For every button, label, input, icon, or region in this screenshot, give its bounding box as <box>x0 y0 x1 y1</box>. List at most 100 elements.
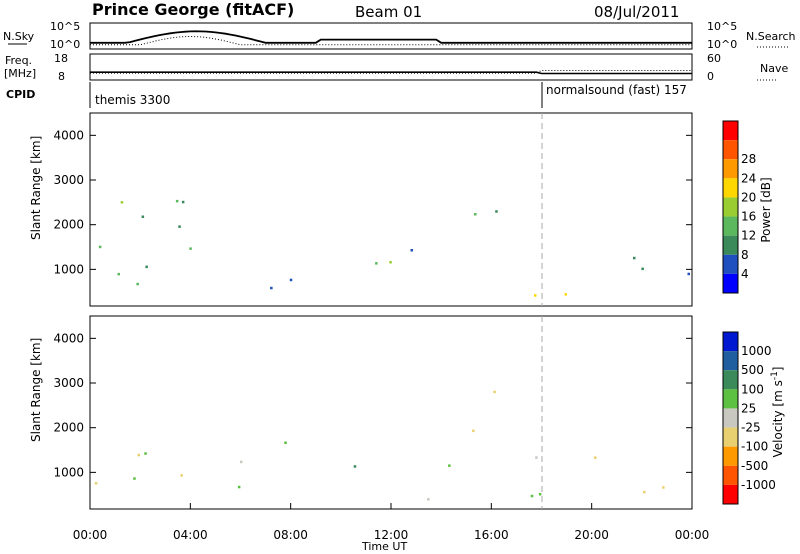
power-echo-cell <box>375 262 378 265</box>
velocity-echo-cell <box>240 460 243 464</box>
velocity-panel-frame <box>89 315 693 510</box>
power-echo-cell <box>633 256 636 260</box>
velocity-echo-cell <box>237 485 241 489</box>
velocity-colorbar-tick: 1000 <box>741 344 772 358</box>
power-colorbar-cell <box>723 235 738 255</box>
power-yticks: 1000 2000 3000 4000 <box>53 128 692 276</box>
velocity-ytick-label: 3000 <box>53 376 84 390</box>
velocity-colorbar-cell <box>723 370 738 390</box>
velocity-heatmap <box>94 390 665 501</box>
velocity-colorbar-frame <box>722 331 739 505</box>
power-echo-cell <box>495 210 498 213</box>
power-echo-cell <box>564 293 567 296</box>
power-echo-cell <box>175 199 179 203</box>
power-echo-cell <box>410 249 413 252</box>
power-echo-cell <box>189 247 192 250</box>
noise-left-tick-bottom: 10^0 <box>50 38 80 51</box>
velocity-echo-cell <box>643 490 646 494</box>
power-echo-cell <box>145 265 148 269</box>
freq-left-tick-top: 18 <box>54 52 68 65</box>
power-echo-cell <box>687 272 690 276</box>
freq-right-tick-bottom: 0 <box>707 70 714 83</box>
power-echo-cell <box>534 294 537 297</box>
power-ylabel: Slant Range [km] <box>29 136 43 240</box>
velocity-colorbar-tick: -100 <box>741 440 768 454</box>
beam-label: Beam 01 <box>355 3 422 21</box>
noise-left-tick-top: 10^5 <box>50 20 80 33</box>
velocity-echo-cell <box>594 456 597 459</box>
velocity-xlabel: Time UT <box>361 540 407 553</box>
velocity-colorbar: 1000 500 100 25 -25 -100 -500 -1000 <box>722 331 776 505</box>
velocity-colorbar-tick: 100 <box>741 382 764 396</box>
power-colorbar-cell <box>723 140 738 160</box>
velocity-echo-cell <box>353 465 357 468</box>
power-colorbar-cell <box>723 197 738 217</box>
noise-left-label: N.Sky <box>3 30 35 43</box>
power-ytick-label: 3000 <box>53 173 84 187</box>
velocity-colorbar-cell <box>723 446 738 466</box>
power-colorbar-cell <box>723 273 738 293</box>
power-heatmap <box>98 199 690 297</box>
velocity-xtick-label: 00:00 <box>73 528 108 542</box>
power-colorbar: 4 8 12 16 20 24 28 <box>722 120 756 294</box>
power-colorbar-tick: 28 <box>741 152 756 166</box>
velocity-xtick-label: 00:00 <box>675 528 710 542</box>
date-label: 08/Jul/2011 <box>594 3 679 21</box>
power-ytick-label: 4000 <box>53 128 84 142</box>
power-echo-cell <box>474 213 477 216</box>
velocity-xtick-label: 20:00 <box>574 528 609 542</box>
cpid-segment-2: normalsound (fast) 157 <box>546 83 687 97</box>
velocity-echo-cell <box>472 429 475 433</box>
power-colorbar-tick: 20 <box>741 190 756 204</box>
velocity-colorbar-label: Velocity [m s-1] <box>770 367 785 458</box>
velocity-colorbar-cell <box>723 484 738 504</box>
power-colorbar-cell <box>723 159 738 179</box>
velocity-xtick-label: 12:00 <box>374 528 409 542</box>
power-echo-cell <box>141 215 145 218</box>
freq-label-2: [MHz] <box>4 67 36 80</box>
freq-line <box>90 71 692 75</box>
power-echo-cell <box>117 272 120 276</box>
velocity-colorbar-cell <box>723 427 738 447</box>
power-echo-cell <box>178 225 181 228</box>
power-colorbar-tick: 4 <box>741 267 749 281</box>
velocity-xtick-label: 08:00 <box>273 528 308 542</box>
velocity-colorbar-cell <box>723 465 738 485</box>
power-echo-cell <box>270 286 273 290</box>
freq-label-1: Freq. <box>5 54 32 67</box>
nave-line <box>90 70 692 74</box>
velocity-echo-cell <box>144 452 147 455</box>
noise-right-label: N.Search <box>746 30 796 43</box>
power-echo-cell <box>120 201 124 204</box>
velocity-echo-cell <box>493 390 496 394</box>
power-colorbar-cell <box>723 121 738 141</box>
power-colorbar-cell <box>723 216 738 236</box>
freq-panel-frame <box>89 53 693 81</box>
velocity-colorbar-tick: -500 <box>741 459 768 473</box>
velocity-yticks: 1000 2000 3000 4000 <box>53 331 692 479</box>
noise-panel-frame <box>89 22 693 50</box>
velocity-xticks: 00:00 04:00 08:00 12:00 16:00 20:00 00:00 <box>73 503 710 542</box>
velocity-echo-cell <box>662 486 665 489</box>
cpid-label: CPID <box>6 88 35 101</box>
velocity-colorbar-cell <box>723 389 738 409</box>
power-colorbar-frame <box>722 120 739 294</box>
station-title: Prince George (fitACF) <box>92 0 294 19</box>
velocity-echo-cell <box>530 494 534 498</box>
velocity-colorbar-cell <box>723 408 738 428</box>
power-colorbar-cell <box>723 254 738 274</box>
power-echo-cell <box>136 282 139 286</box>
power-echo-cell <box>289 278 293 282</box>
velocity-colorbar-tick: 500 <box>741 363 764 377</box>
velocity-echo-cell <box>448 464 451 467</box>
power-colorbar-tick: 8 <box>741 248 749 262</box>
velocity-echo-cell <box>535 456 538 459</box>
power-ytick-label: 1000 <box>53 262 84 276</box>
velocity-echo-cell <box>284 441 287 444</box>
velocity-colorbar-tick: 25 <box>741 401 756 415</box>
power-colorbar-tick: 16 <box>741 210 756 224</box>
freq-left-tick-bottom: 8 <box>58 70 65 83</box>
power-echo-cell <box>181 200 185 204</box>
velocity-ytick-label: 1000 <box>53 465 84 479</box>
